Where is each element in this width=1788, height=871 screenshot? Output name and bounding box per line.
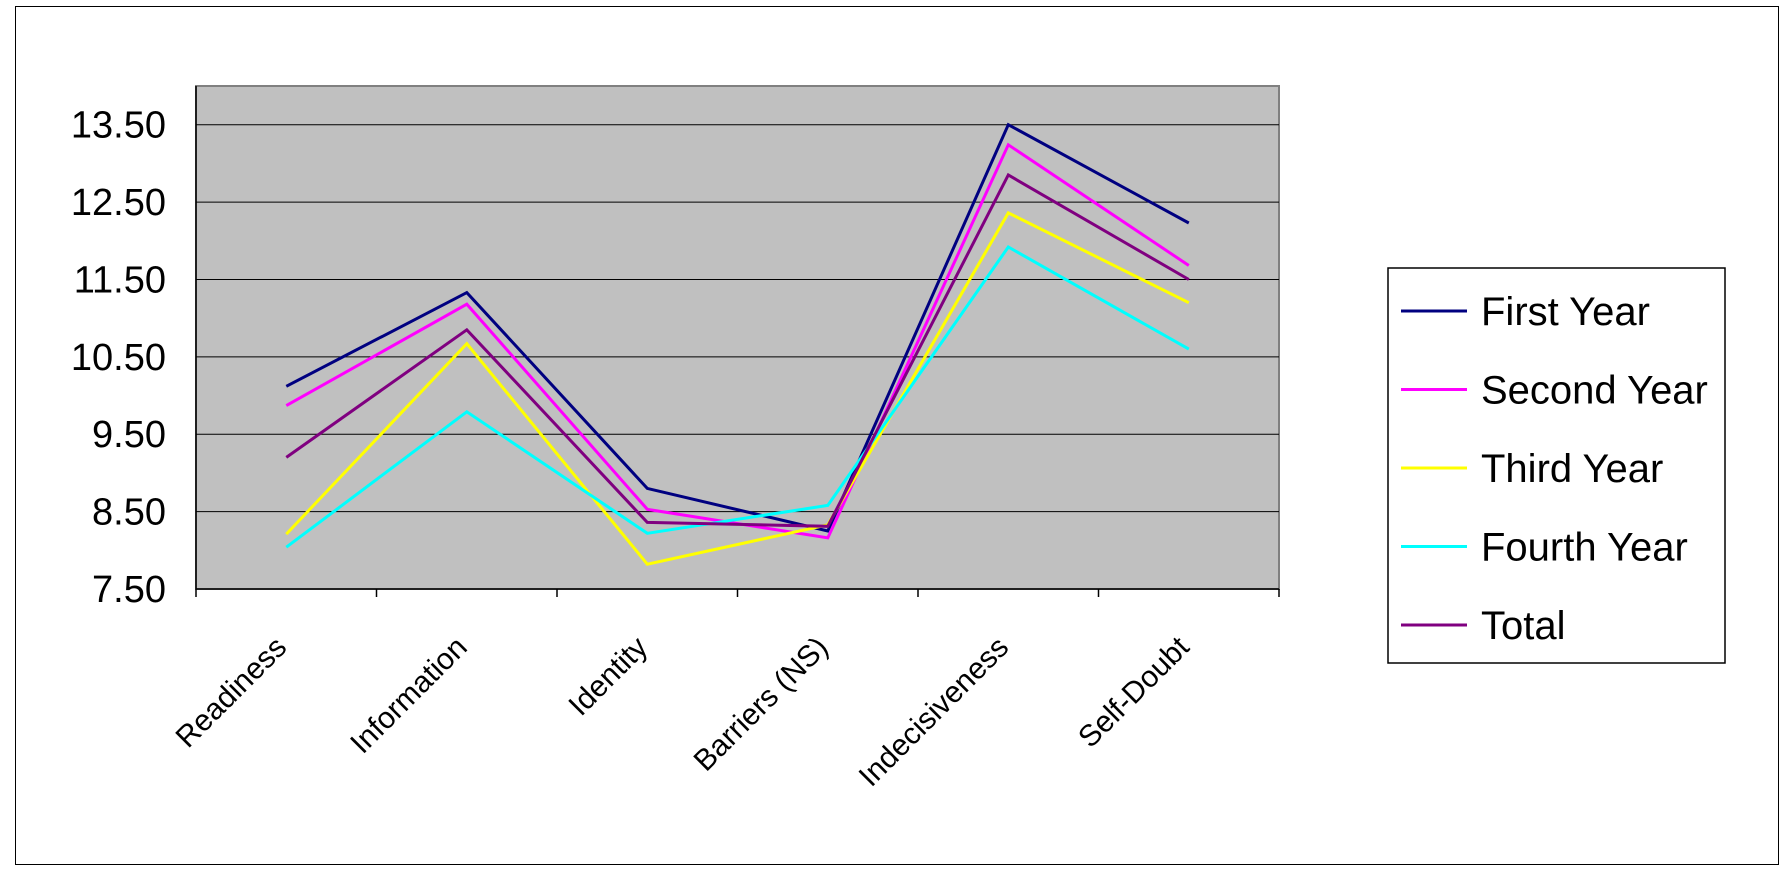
y-tick-label: 12.50 xyxy=(71,182,166,224)
gridlines xyxy=(196,124,1279,513)
series-line xyxy=(285,245,1190,549)
legend-label: Total xyxy=(1481,604,1566,648)
y-tick-label: 10.50 xyxy=(71,337,166,379)
x-category-label: Barriers (NS) xyxy=(688,631,835,778)
y-tick-label: 13.50 xyxy=(71,105,166,147)
x-category-label: Self-Doubt xyxy=(1072,630,1196,754)
y-tick-label: 7.50 xyxy=(92,569,166,611)
y-axis: 7.50 8.50 9.50 10.50 11.50 12.50 13.50 xyxy=(71,86,197,611)
series-line xyxy=(285,172,1190,528)
series-line xyxy=(285,210,1190,566)
x-category-label: Identity xyxy=(562,631,654,723)
x-category-label: Indecisiveness xyxy=(853,631,1015,793)
legend: First Year Second Year Third Year Fourth Ye… xyxy=(1387,267,1726,664)
series-line xyxy=(285,122,1190,533)
x-category-label: Readiness xyxy=(170,631,294,755)
x-category-label: Information xyxy=(344,631,473,760)
legend-label: Third Year xyxy=(1481,447,1663,491)
legend-label: Fourth Year xyxy=(1481,526,1688,570)
y-tick-label: 9.50 xyxy=(92,414,166,456)
legend-label: First Year xyxy=(1481,290,1650,334)
x-axis: Readiness Information Identity Barriers (NS… xyxy=(170,588,1280,793)
series-lines xyxy=(285,122,1190,566)
y-tick-label: 8.50 xyxy=(92,492,166,534)
legend-label: Second Year xyxy=(1481,369,1708,413)
legend-box xyxy=(1387,267,1726,664)
y-tick-label: 11.50 xyxy=(74,259,166,301)
plot-area xyxy=(195,85,1280,590)
